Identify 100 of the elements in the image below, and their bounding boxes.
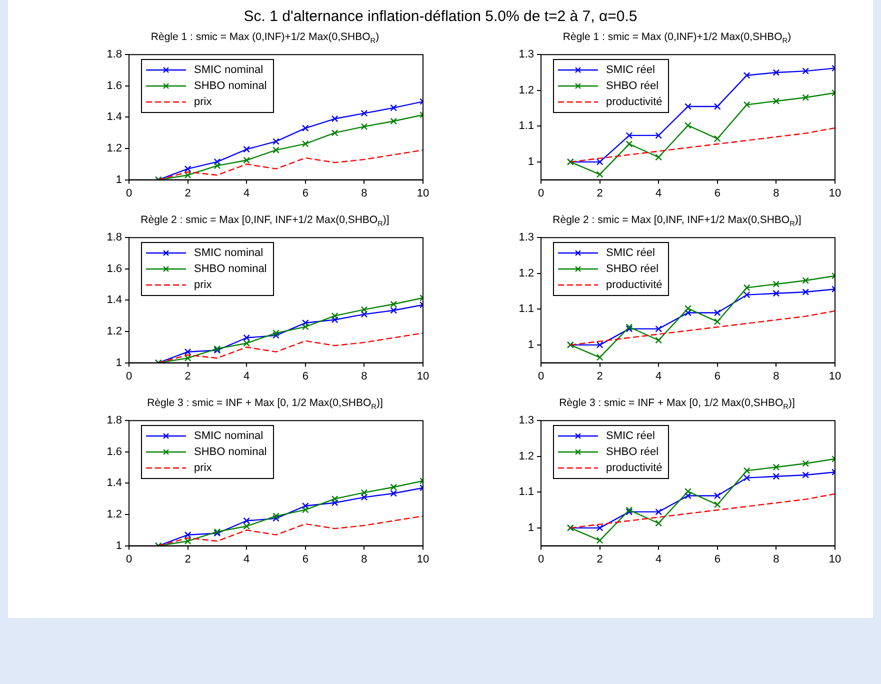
x-tick-label: 0 — [538, 370, 544, 382]
point — [184, 165, 192, 172]
y-tick-label: 1.1 — [518, 120, 534, 132]
x-tick-label: 8 — [773, 370, 780, 382]
point — [743, 72, 750, 79]
point — [360, 489, 368, 496]
point — [655, 325, 662, 332]
point — [243, 146, 250, 153]
x-tick-label: 4 — [244, 370, 250, 382]
legend-label: prix — [194, 96, 212, 108]
x-tick-label: 8 — [361, 553, 368, 566]
point — [772, 464, 780, 471]
y-tick-label: 1.2 — [106, 508, 122, 521]
line-series — [158, 332, 423, 363]
x-tick-label: 10 — [416, 553, 430, 566]
point — [714, 501, 721, 508]
x-tick-label: 10 — [828, 553, 842, 566]
point — [802, 277, 810, 284]
point — [390, 118, 398, 125]
x-tick-label: 2 — [596, 553, 603, 566]
y-tick-label: 1.1 — [518, 303, 534, 316]
x-tick-label: 4 — [244, 187, 250, 200]
x-tick-label: 4 — [656, 370, 662, 382]
point — [184, 354, 192, 362]
legend-label: prix — [194, 462, 212, 474]
point — [302, 323, 309, 330]
y-tick-label: 1.4 — [106, 294, 122, 306]
point — [360, 110, 368, 117]
legend-label: SHBO réel — [606, 446, 659, 458]
legend-label: SHBO réel — [606, 80, 659, 92]
chart-title: Règle 3 : smic = INF + Max [0, 1/2 Max(0,SHBO$_{R}$)] — [558, 397, 796, 412]
legend-label: productivité — [606, 96, 662, 108]
point — [655, 154, 662, 161]
x-tick-label: 6 — [714, 553, 720, 566]
point — [802, 472, 810, 478]
point — [802, 94, 810, 101]
point — [684, 103, 692, 110]
line-series — [158, 149, 423, 180]
y-tick-label: 1.1 — [518, 486, 534, 498]
x-tick-label: 10 — [828, 370, 842, 382]
legend-label: SHBO nominal — [194, 263, 267, 275]
point — [802, 288, 810, 296]
point — [331, 129, 338, 136]
point — [772, 472, 780, 480]
y-tick-label: 1.2 — [518, 84, 534, 96]
point — [184, 538, 192, 545]
point — [243, 340, 250, 347]
x-tick-label: 0 — [538, 553, 544, 566]
y-tick-label: 1.3 — [518, 232, 534, 244]
point — [772, 280, 780, 288]
y-tick-label: 1 — [528, 156, 534, 168]
x-tick-label: 0 — [126, 370, 132, 382]
x-tick-label: 10 — [416, 187, 430, 200]
legend-label: SMIC nominal — [194, 430, 264, 442]
point — [743, 101, 750, 108]
point — [743, 291, 750, 298]
point — [302, 140, 309, 148]
legend-label: SHBO réel — [606, 263, 659, 275]
point — [184, 172, 192, 179]
point — [302, 506, 309, 514]
point — [743, 474, 750, 482]
point — [243, 334, 250, 342]
chart-title: Règle 3 : smic = INF + Max [0, 1/2 Max(0,SHBO$_{R}$)] — [146, 397, 384, 412]
point — [214, 162, 221, 170]
x-tick-label: 8 — [361, 370, 368, 382]
point — [302, 319, 309, 326]
legend-label: prix — [194, 279, 212, 291]
point — [772, 98, 780, 105]
point — [390, 300, 398, 308]
point — [772, 69, 780, 76]
point — [214, 158, 221, 166]
y-tick-label: 1.6 — [106, 446, 122, 458]
point — [596, 524, 604, 532]
point — [626, 132, 633, 139]
legend-label: SMIC réel — [606, 64, 655, 76]
x-tick-label: 0 — [126, 553, 132, 566]
point — [655, 508, 662, 516]
point — [331, 495, 338, 502]
x-tick-label: 2 — [184, 370, 191, 382]
x-tick-label: 10 — [828, 187, 842, 200]
point — [272, 330, 280, 336]
point — [302, 124, 309, 132]
x-tick-label: 6 — [302, 553, 308, 566]
line-series — [570, 127, 835, 163]
point — [743, 284, 750, 292]
point — [302, 502, 309, 510]
y-tick-label: 1.4 — [106, 111, 122, 124]
text: Sc. 1 d'alternance inflation-déflation 5.0% de t=2 à 7, α=0.5 — [242, 8, 638, 25]
point — [684, 488, 692, 495]
point — [714, 318, 721, 326]
point — [390, 490, 398, 497]
y-tick-label: 1.8 — [106, 232, 122, 244]
point — [360, 306, 368, 314]
point — [655, 336, 662, 344]
legend-label: SMIC nominal — [194, 64, 264, 76]
y-tick-label: 1.8 — [106, 48, 122, 61]
point — [331, 115, 338, 122]
point — [655, 132, 662, 139]
x-tick-label: 2 — [184, 187, 191, 200]
legend-label: SMIC réel — [606, 430, 655, 442]
